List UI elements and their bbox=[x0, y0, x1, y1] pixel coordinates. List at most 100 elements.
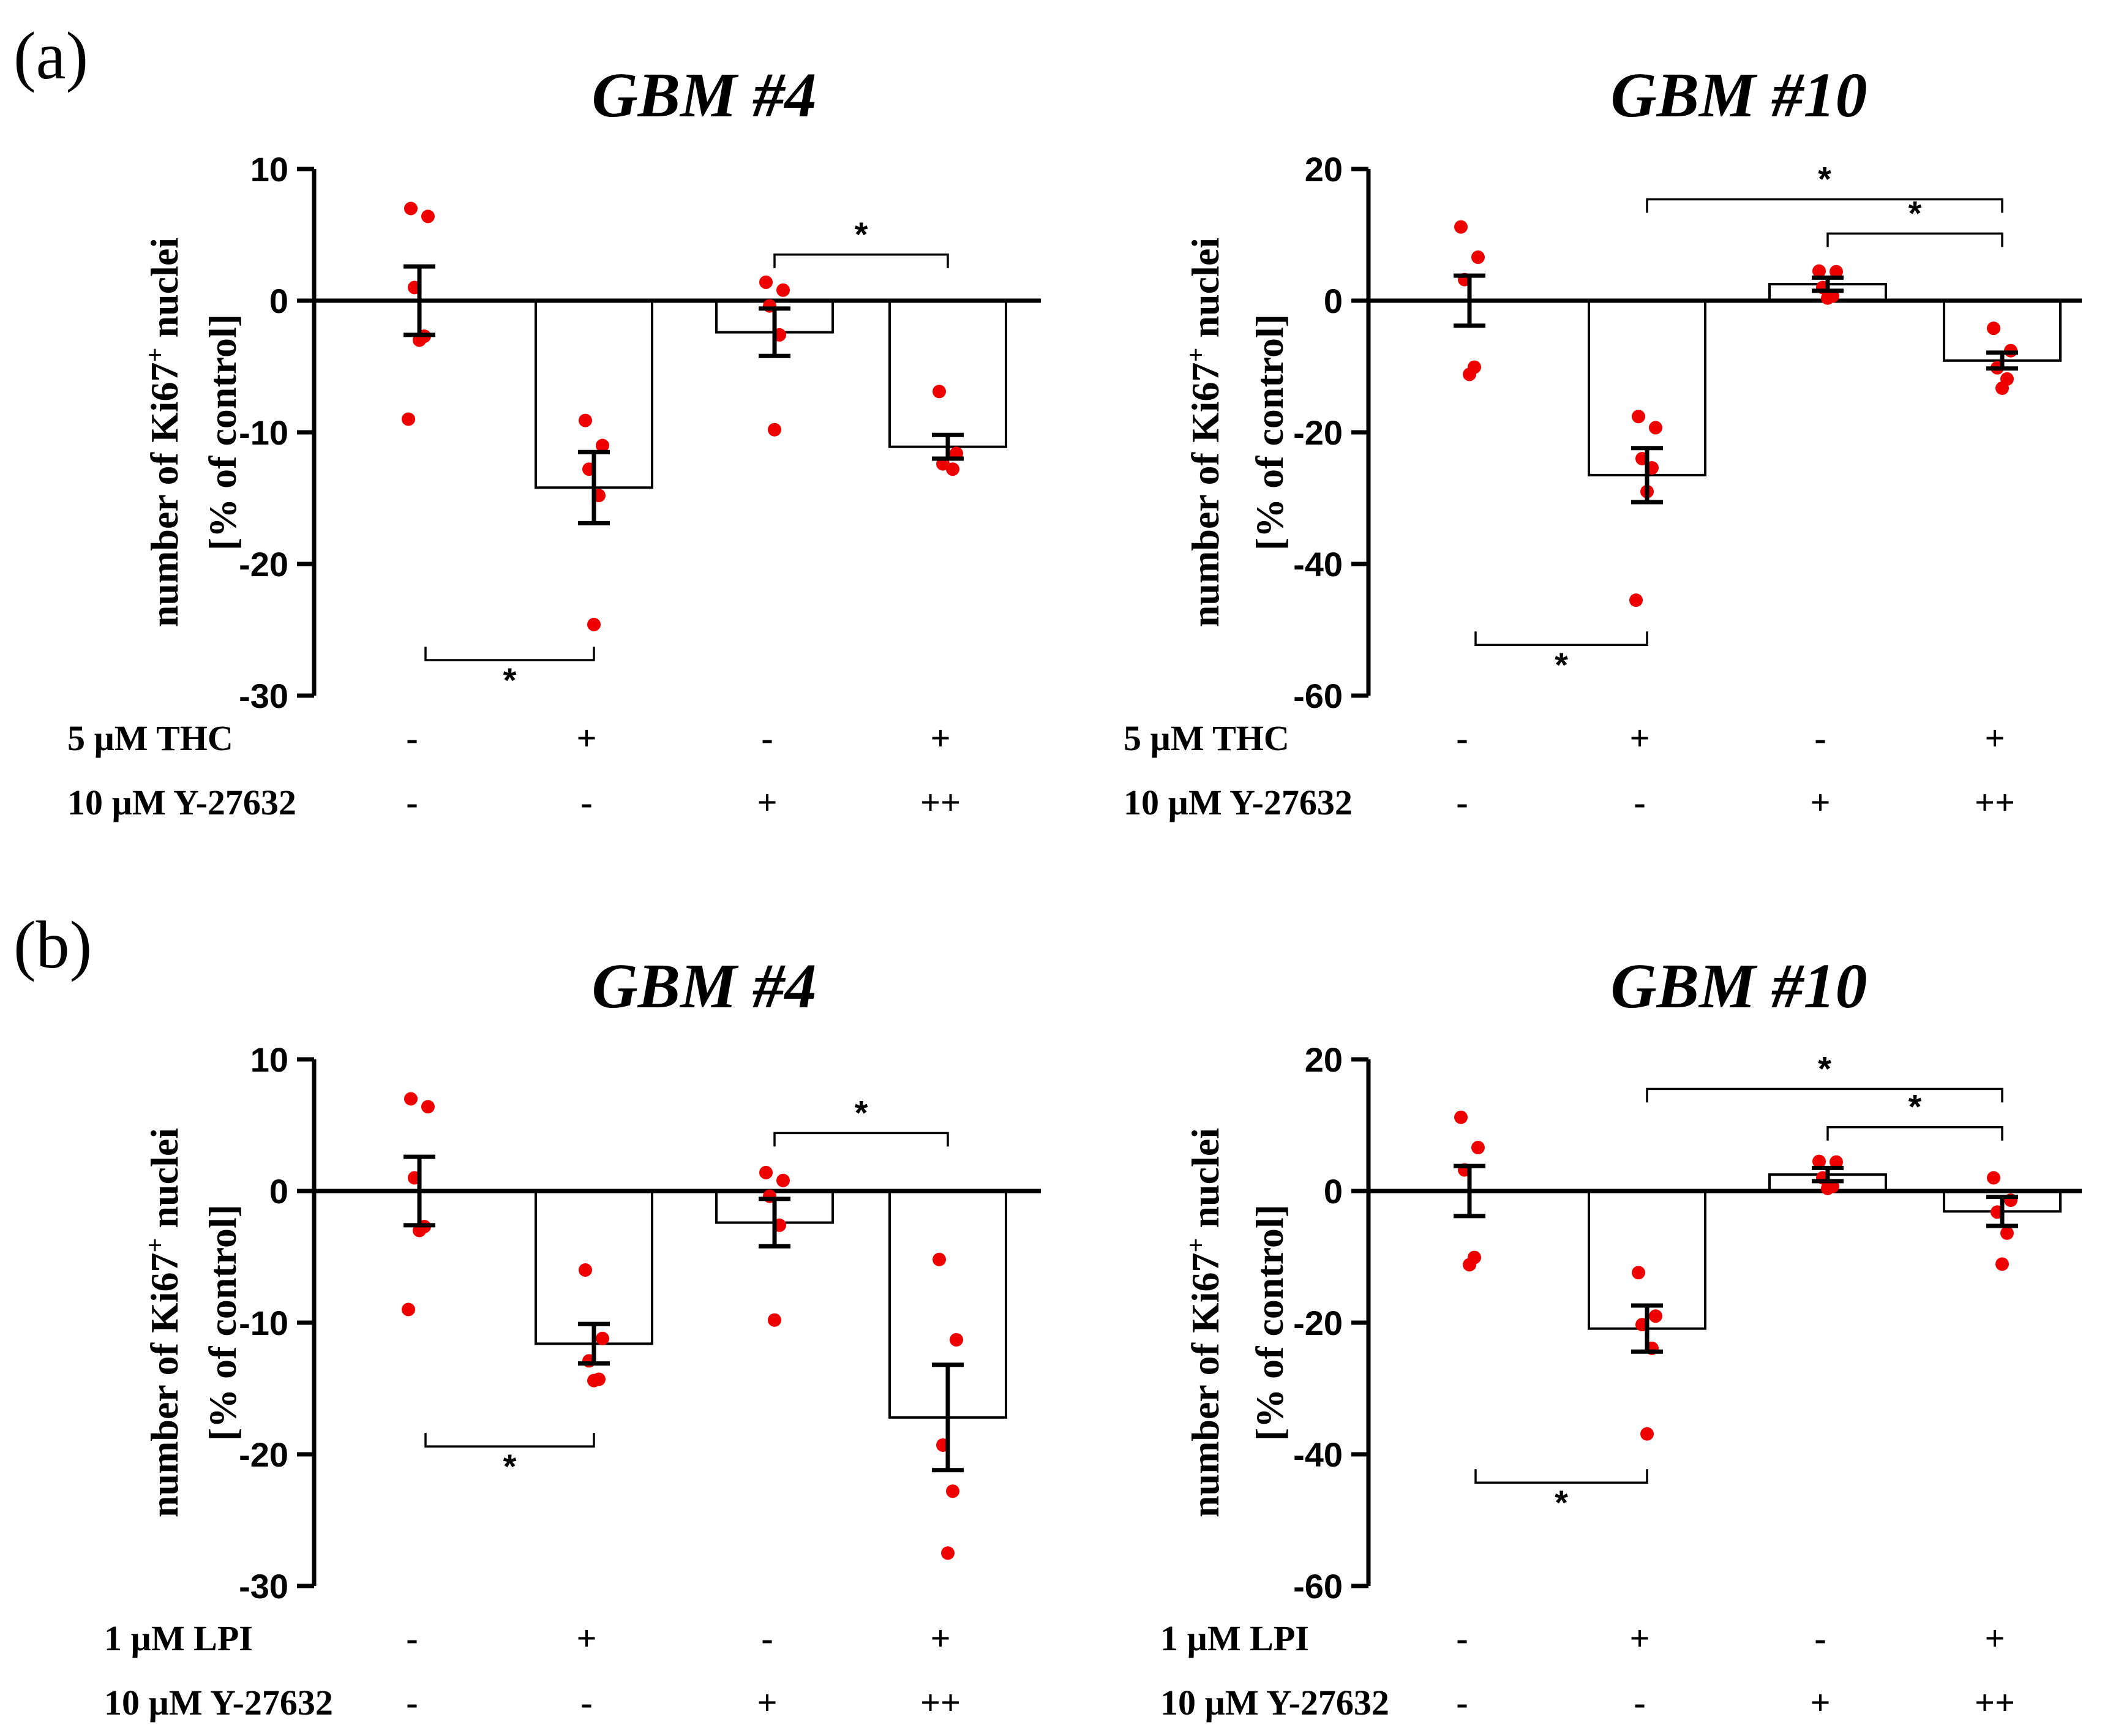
treatment-value: ++ bbox=[1975, 783, 2015, 822]
treatment-value: ++ bbox=[920, 1683, 961, 1723]
data-point bbox=[941, 1546, 955, 1560]
y-axis-label-line2: [% of control] bbox=[201, 1204, 244, 1441]
treatment-label: 10 µM Y-27632 bbox=[104, 1683, 333, 1723]
y-tick-label: -60 bbox=[1293, 677, 1343, 715]
data-point bbox=[776, 1173, 790, 1187]
y-tick-label: -20 bbox=[239, 1435, 288, 1474]
chart-title: GBM #10 bbox=[1611, 951, 1867, 1021]
treatment-value: + bbox=[1810, 783, 1830, 822]
data-point bbox=[587, 1373, 601, 1388]
y-axis-label-line2: [% of control] bbox=[1248, 314, 1291, 550]
charts-container: GBM #4 number of Ki67+ nuclei [% of contro… bbox=[67, 60, 2082, 1723]
significance-star: * bbox=[1908, 1088, 1922, 1126]
data-point bbox=[1640, 1427, 1654, 1441]
data-point bbox=[950, 1332, 963, 1347]
significance-star: * bbox=[1818, 159, 1831, 198]
treatment-value: + bbox=[1629, 1618, 1649, 1658]
treatment-label: 1 µM LPI bbox=[1160, 1618, 1309, 1658]
treatment-value: + bbox=[1810, 1683, 1830, 1723]
treatment-value: + bbox=[1984, 718, 2005, 758]
data-point bbox=[1995, 1257, 2009, 1271]
treatment-label: 1 µM LPI bbox=[104, 1618, 253, 1658]
significance-star: * bbox=[1908, 194, 1922, 232]
significance-star: * bbox=[855, 215, 868, 254]
y-tick-label: 0 bbox=[1324, 1172, 1343, 1211]
y-tick-label: -60 bbox=[1293, 1567, 1343, 1606]
y-tick-label: -20 bbox=[239, 545, 288, 584]
treatment-value: - bbox=[406, 1618, 418, 1658]
data-point bbox=[402, 412, 415, 426]
data-point bbox=[946, 1484, 959, 1498]
treatment-value: + bbox=[757, 1683, 777, 1723]
treatment-value: - bbox=[406, 718, 418, 758]
data-point bbox=[404, 201, 418, 216]
significance-bracket bbox=[1474, 631, 1648, 646]
y-tick-label: 20 bbox=[1305, 1040, 1343, 1079]
treatment-value: - bbox=[761, 718, 773, 758]
data-point bbox=[579, 1263, 592, 1277]
y-tick-label: -10 bbox=[239, 1304, 288, 1342]
treatment-value: ++ bbox=[1975, 1683, 2015, 1723]
y-tick-label: 20 bbox=[1305, 150, 1343, 189]
significance-bracket bbox=[424, 1433, 595, 1448]
significance-star: * bbox=[855, 1093, 868, 1132]
panel-label-b: (b) bbox=[13, 907, 92, 982]
y-axis-label: number of Ki67+ nuclei bbox=[141, 238, 186, 627]
data-point bbox=[768, 1313, 781, 1327]
data-point bbox=[1995, 381, 2009, 395]
panel-label-a: (a) bbox=[13, 18, 88, 93]
y-tick-label: 0 bbox=[269, 1172, 288, 1211]
significance-star: * bbox=[503, 1447, 517, 1486]
treatment-value: + bbox=[1984, 1618, 2005, 1658]
data-point bbox=[1649, 421, 1662, 435]
y-tick-label: -30 bbox=[239, 1567, 288, 1606]
treatment-label: 5 µM THC bbox=[67, 718, 233, 758]
data-point bbox=[587, 617, 601, 631]
treatment-value: - bbox=[406, 783, 418, 822]
treatment-value: - bbox=[580, 1683, 592, 1723]
y-tick-label: -40 bbox=[1293, 1435, 1343, 1474]
treatment-value: - bbox=[406, 1683, 418, 1723]
data-point bbox=[1632, 1266, 1645, 1280]
data-point bbox=[759, 275, 773, 289]
treatment-value: - bbox=[1456, 1618, 1468, 1658]
treatment-value: - bbox=[1456, 783, 1468, 822]
y-tick-label: -10 bbox=[239, 413, 288, 452]
data-point bbox=[1987, 321, 2000, 336]
y-tick-label: 10 bbox=[250, 150, 288, 189]
data-point bbox=[1830, 265, 1843, 279]
y-tick-label: -20 bbox=[1293, 1304, 1343, 1342]
data-point bbox=[1463, 1258, 1476, 1272]
data-point bbox=[1812, 1154, 1826, 1168]
treatment-value: + bbox=[930, 1618, 950, 1658]
data-point bbox=[402, 1302, 415, 1317]
bar bbox=[888, 299, 1007, 448]
data-point bbox=[1463, 367, 1476, 381]
data-point bbox=[1471, 1141, 1485, 1155]
y-tick-label: -30 bbox=[239, 677, 288, 715]
data-point bbox=[1649, 1309, 1662, 1323]
significance-star: * bbox=[503, 661, 517, 699]
data-point bbox=[1454, 1110, 1468, 1124]
y-tick-label: -20 bbox=[1293, 413, 1343, 452]
data-point bbox=[1454, 220, 1468, 234]
significance-bracket bbox=[1826, 232, 2003, 247]
chart-title: GBM #4 bbox=[592, 60, 817, 130]
significance-star: * bbox=[1818, 1049, 1831, 1088]
data-point bbox=[776, 283, 790, 297]
data-point bbox=[579, 413, 592, 427]
y-axis-label: number of Ki67+ nuclei bbox=[141, 1128, 186, 1517]
treatment-value: - bbox=[1456, 718, 1468, 758]
treatment-value: - bbox=[1814, 1618, 1826, 1658]
bar bbox=[535, 1190, 653, 1345]
data-point bbox=[768, 423, 781, 437]
data-point bbox=[421, 209, 435, 224]
chart-2: GBM #10 number of Ki67+ nuclei [% of contr… bbox=[1124, 60, 2082, 822]
significance-bracket bbox=[1646, 198, 2003, 213]
chart-4: GBM #10 number of Ki67+ nuclei [% of contr… bbox=[1160, 951, 2082, 1723]
data-point bbox=[2000, 1226, 2014, 1240]
treatment-value: - bbox=[761, 1618, 773, 1658]
data-point bbox=[1821, 1181, 1834, 1195]
chart-title: GBM #10 bbox=[1611, 60, 1867, 130]
y-axis-label-line2: [% of control] bbox=[1248, 1204, 1291, 1441]
